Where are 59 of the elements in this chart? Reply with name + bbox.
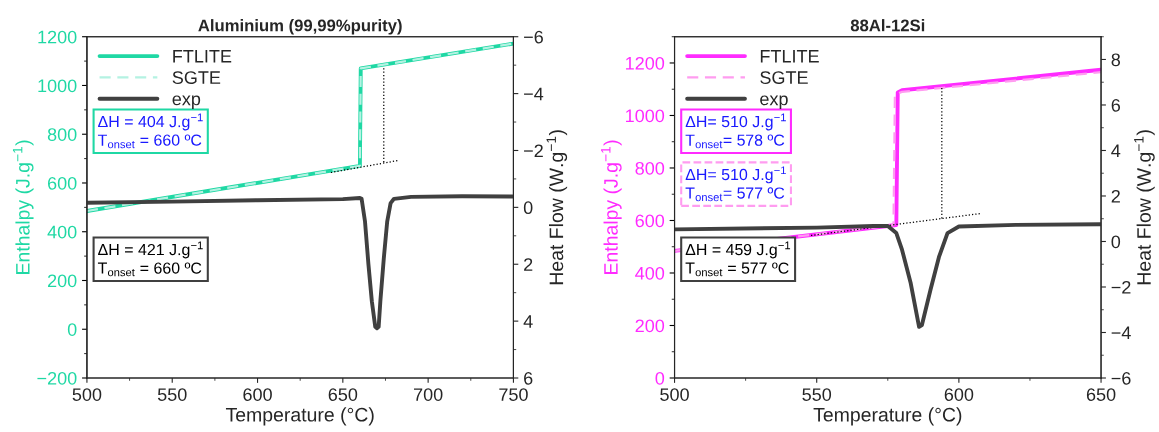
y2-tick-label: −4: [524, 87, 544, 101]
y-tick-label: 1200: [626, 56, 665, 70]
x-tick-label: 700: [414, 388, 443, 401]
y-tick-label: 800: [47, 128, 77, 141]
y2-tick-label: 2: [1111, 189, 1120, 203]
text: ΔH = 421 J.g$^{−1}$ T$_{onset}$ = 660 ºC: [97, 241, 203, 277]
y-tick-label: −200: [37, 371, 77, 385]
x-tick-label: 600: [243, 388, 272, 401]
y-tick-label: 600: [48, 176, 77, 190]
text: ΔH= 510 J.g$^{−1}$ T$_{onset}$= 578 ºC: [685, 113, 786, 149]
y-tick-label: 400: [635, 266, 665, 280]
y2-tick-label: 8: [1111, 53, 1121, 67]
x-tick-label: 500: [72, 388, 102, 401]
y2-tick-label: 0: [1111, 235, 1121, 249]
x-axis-title: Temperature (°C): [225, 407, 374, 426]
text: ΔH = 404 J.g$^{−1}$ T$_{onset}$ = 660 ºC: [97, 113, 203, 149]
legend-label: SGTE: [172, 71, 221, 84]
y2-axis-title: Heat Flow (W.g$^{−1}$): [1134, 130, 1155, 285]
y2-tick-label: 4: [523, 315, 533, 328]
y-axis-title: Enthalpy (J.g$^{−1}$): [12, 140, 34, 274]
y-tick-label: 600: [635, 214, 665, 228]
x-tick-label: 550: [802, 388, 832, 401]
y-tick-label: 200: [47, 274, 77, 288]
y2-tick-label: −2: [1111, 280, 1131, 294]
x-tick-label: 600: [944, 388, 974, 401]
x-tick-label: 650: [328, 388, 358, 401]
y-tick-label: 1000: [38, 79, 77, 93]
x-tick-label: 500: [660, 388, 689, 401]
y2-tick-label: 0: [523, 201, 533, 215]
legend-label: SGTE: [760, 71, 808, 84]
x-tick-label: 550: [157, 388, 187, 401]
y2-tick-label: 6: [1111, 98, 1121, 112]
y2-tick-label: −4: [1111, 326, 1131, 340]
y2-tick-label: 4: [1111, 144, 1121, 158]
y-tick-label: 800: [635, 161, 665, 175]
legend-label: exp: [172, 95, 201, 109]
legend-label: FTLITE: [173, 50, 232, 63]
x-tick-label: 750: [499, 388, 528, 401]
y2-tick-label: −6: [1111, 371, 1131, 385]
text: ΔH= 510 J.g$^{−1}$ T$_{onset}$= 577 ºC: [685, 166, 786, 202]
y2-tick-label: 6: [524, 371, 533, 385]
y-axis-title: Enthalpy (J.g$^{−1}$): [601, 140, 622, 274]
y2-axis-title: Heat Flow (W.g$^{−1}$): [546, 130, 568, 285]
y2-tick-label: −6: [524, 30, 543, 44]
text: ΔH = 459 J.g$^{−1}$ T$_{onset}$ = 577 ºC: [685, 241, 791, 277]
y-tick-label: 1200: [38, 30, 77, 44]
x-tick-label: 650: [1086, 388, 1116, 401]
legend-label: exp: [760, 95, 788, 109]
x-axis-title: Temperature (°C): [813, 407, 962, 426]
y-tick-label: 0: [67, 323, 77, 336]
y-tick-label: 400: [47, 225, 77, 239]
y2-tick-label: −2: [524, 144, 543, 158]
y-tick-label: 1000: [626, 109, 665, 123]
legend-label: FTLITE: [760, 50, 819, 63]
y-tick-label: 200: [635, 319, 665, 333]
y-tick-label: 0: [655, 371, 665, 385]
y2-tick-label: 2: [524, 258, 533, 271]
chart-title: Aluminium (99,99%purity): [198, 19, 402, 35]
chart-title: 88Al-12Si: [850, 19, 925, 32]
